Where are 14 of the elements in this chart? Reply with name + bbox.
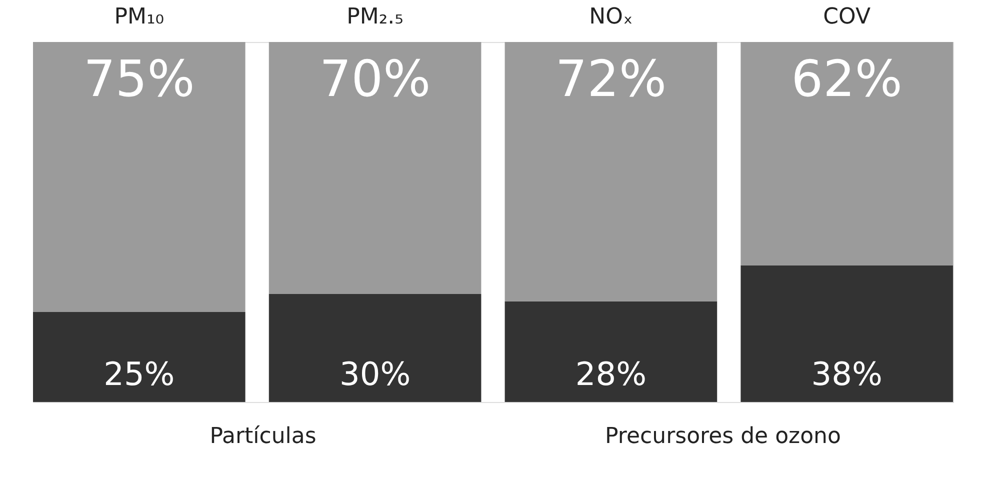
data-label: 25% — [104, 355, 175, 393]
data-label: 28% — [575, 355, 647, 393]
x-tick-label: PM₂.₅ — [346, 4, 404, 30]
data-label: 62% — [791, 50, 902, 108]
text: Precursores de ozono — [605, 424, 841, 449]
x-tick-label: NOₓ — [589, 4, 633, 30]
data-label: 75% — [84, 50, 195, 108]
x-tick-label: COV — [823, 4, 871, 30]
text: Partículas — [210, 424, 316, 449]
data-label: 72% — [555, 50, 667, 108]
data-label: 30% — [339, 355, 411, 393]
x-tick-label: PM₁₀ — [114, 4, 164, 30]
data-label: 70% — [319, 50, 431, 108]
data-label: 38% — [811, 355, 882, 393]
